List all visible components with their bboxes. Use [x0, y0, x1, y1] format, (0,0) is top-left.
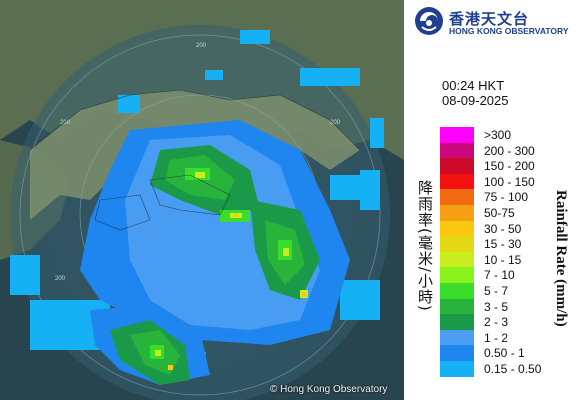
hko-logo-icon [415, 7, 443, 35]
legend-title-english: Rainfall Rate (mm/h) [553, 190, 569, 327]
legend-label: 10 - 15 [484, 252, 522, 267]
radar-map-canvas: 200 200 200 200 200 200 [0, 0, 404, 400]
legend-swatch [440, 329, 474, 346]
legend-swatch [440, 204, 474, 221]
legend-label: 0.50 - 1 [484, 346, 525, 361]
legend-row: 0.15 - 0.50 [440, 360, 570, 377]
legend-row: 200 - 300 [440, 142, 570, 159]
logo-english: HONG KONG OBSERVATORY [449, 26, 569, 36]
rainfall-legend: >300 200 - 300 150 - 200 100 - 150 75 - 100 5… [440, 127, 570, 377]
legend-row: 50-75 [440, 204, 570, 221]
legend-label: 100 - 150 [484, 174, 535, 189]
legend-swatch [440, 360, 474, 377]
range-label: 200 [196, 43, 207, 49]
legend-title-chinese: 降雨率(毫米/小時) [416, 180, 434, 312]
radar-map[interactable]: 200 200 200 200 200 200 [0, 0, 404, 400]
legend-row: 3 - 5 [440, 298, 570, 315]
map-copyright: © Hong Kong Observatory [270, 384, 388, 395]
legend-row: 100 - 150 [440, 173, 570, 190]
legend-swatch [440, 189, 474, 205]
legend-label: 30 - 50 [484, 221, 522, 236]
legend-swatch [440, 298, 474, 315]
legend-label: 150 - 200 [484, 159, 535, 174]
hko-logo: 香港天文台 HONG KONG OBSERVATORY [414, 6, 576, 38]
rain-echoes [10, 30, 384, 385]
legend-label: 50-75 [484, 205, 515, 220]
legend-row: >300 [440, 127, 570, 143]
legend-row: 15 - 30 [440, 236, 570, 252]
legend-row: 0.50 - 1 [440, 345, 570, 361]
legend-label: 75 - 100 [484, 190, 529, 205]
legend-swatch [440, 236, 474, 252]
legend-swatch [440, 314, 474, 330]
legend-label: 2 - 3 [484, 315, 509, 330]
legend-swatch [440, 251, 474, 268]
legend-label: 200 - 300 [484, 143, 535, 158]
range-label: 200 [55, 276, 66, 282]
legend-row: 5 - 7 [440, 282, 570, 299]
legend-swatch [440, 267, 474, 283]
legend-row: 1 - 2 [440, 329, 570, 346]
legend-row: 150 - 200 [440, 158, 570, 174]
legend-swatch [440, 142, 474, 159]
legend-swatch [440, 158, 474, 174]
legend-row: 75 - 100 [440, 189, 570, 205]
legend-swatch [440, 282, 474, 299]
legend-label: 1 - 2 [484, 330, 509, 345]
legend-label: >300 [484, 128, 512, 142]
legend-swatch [440, 220, 474, 237]
legend-row: 7 - 10 [440, 267, 570, 283]
timestamp-date: 08-09-2025 [442, 93, 509, 108]
legend-swatch [440, 173, 474, 190]
logo-chinese: 香港天文台 [449, 10, 530, 28]
legend-label: 15 - 30 [484, 237, 522, 252]
legend-panel: 香港天文台 HONG KONG OBSERVATORY 00:24 HKT 08… [404, 0, 577, 400]
legend-row: 30 - 50 [440, 220, 570, 237]
legend-label: 3 - 5 [484, 299, 509, 314]
timestamp-time: 00:24 HKT [442, 78, 505, 93]
legend-row: 2 - 3 [440, 314, 570, 330]
legend-label: 7 - 10 [484, 268, 515, 283]
range-label: 200 [60, 120, 71, 126]
legend-swatch [440, 127, 474, 143]
legend-label: 5 - 7 [484, 283, 509, 298]
legend-row: 10 - 15 [440, 251, 570, 268]
legend-label: 0.15 - 0.50 [484, 361, 542, 376]
legend-swatch [440, 345, 474, 361]
range-label: 200 [330, 120, 341, 126]
